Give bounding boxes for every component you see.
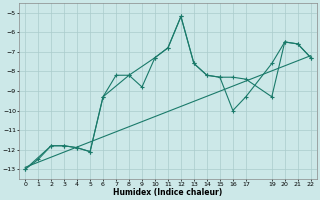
- X-axis label: Humidex (Indice chaleur): Humidex (Indice chaleur): [113, 188, 223, 197]
